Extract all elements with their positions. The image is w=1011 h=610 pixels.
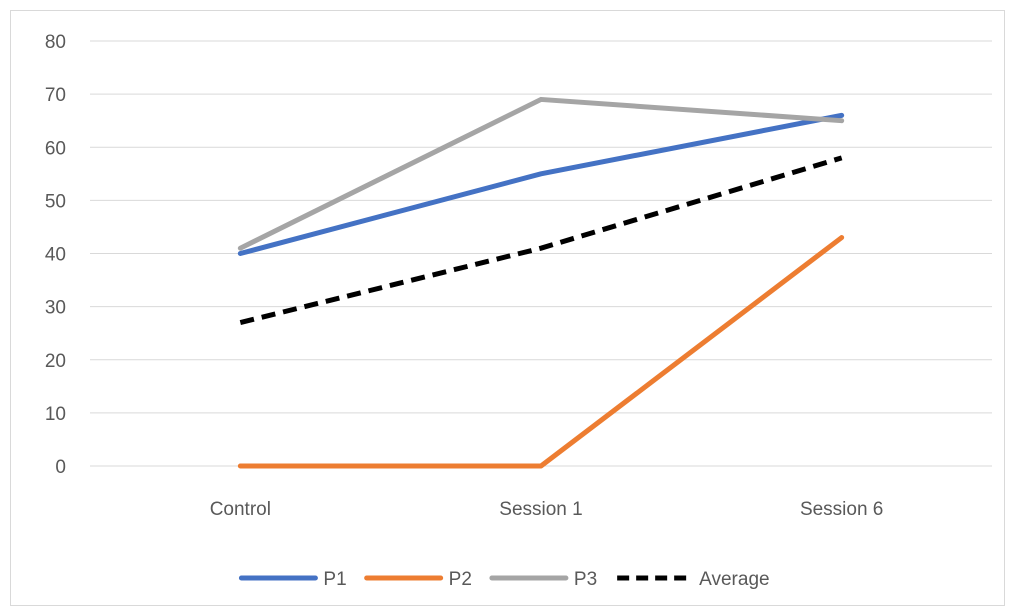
point-p2-2 bbox=[841, 237, 842, 238]
y-tick-label: 80 bbox=[45, 32, 66, 53]
legend: P1 P2 P3 Average bbox=[238, 569, 770, 590]
y-tick-label: 20 bbox=[45, 351, 66, 372]
x-tick-label: Session 1 bbox=[499, 499, 582, 520]
x-axis-ticks: Control Session 1 Session 6 bbox=[210, 499, 884, 520]
series-line-p1 bbox=[237, 112, 845, 256]
legend-label-p2: P2 bbox=[449, 569, 472, 590]
y-tick-label: 40 bbox=[45, 245, 66, 266]
x-tick-label: Session 6 bbox=[800, 499, 883, 520]
point-p3-2 bbox=[841, 120, 842, 121]
point-p3-1 bbox=[541, 99, 542, 100]
point-average-0 bbox=[240, 322, 241, 323]
y-tick-label: 30 bbox=[45, 298, 66, 319]
point-p2-0 bbox=[240, 466, 241, 467]
legend-label-p1: P1 bbox=[323, 569, 346, 590]
series-lines bbox=[237, 96, 845, 469]
y-axis-ticks: 0 10 20 30 40 50 60 70 80 bbox=[45, 32, 66, 478]
point-p1-0 bbox=[240, 253, 241, 254]
x-tick-label: Control bbox=[210, 499, 271, 520]
series-line-p2 bbox=[237, 235, 845, 469]
y-tick-label: 50 bbox=[45, 191, 66, 212]
point-average-2 bbox=[841, 157, 842, 158]
gridlines bbox=[90, 40, 992, 467]
point-p1-1 bbox=[541, 173, 542, 174]
series-line-average bbox=[239, 155, 843, 325]
legend-label-average: Average bbox=[699, 569, 769, 590]
point-p2-1 bbox=[541, 466, 542, 467]
series-line-p3 bbox=[237, 96, 845, 251]
point-p1-2 bbox=[841, 115, 842, 116]
point-average-1 bbox=[541, 248, 542, 249]
y-tick-label: 0 bbox=[55, 457, 66, 478]
chart-frame bbox=[10, 10, 1005, 606]
y-tick-label: 10 bbox=[45, 404, 66, 425]
legend-label-p3: P3 bbox=[574, 569, 597, 590]
y-tick-label: 60 bbox=[45, 138, 66, 159]
point-p3-0 bbox=[240, 248, 241, 249]
y-tick-label: 70 bbox=[45, 85, 66, 106]
